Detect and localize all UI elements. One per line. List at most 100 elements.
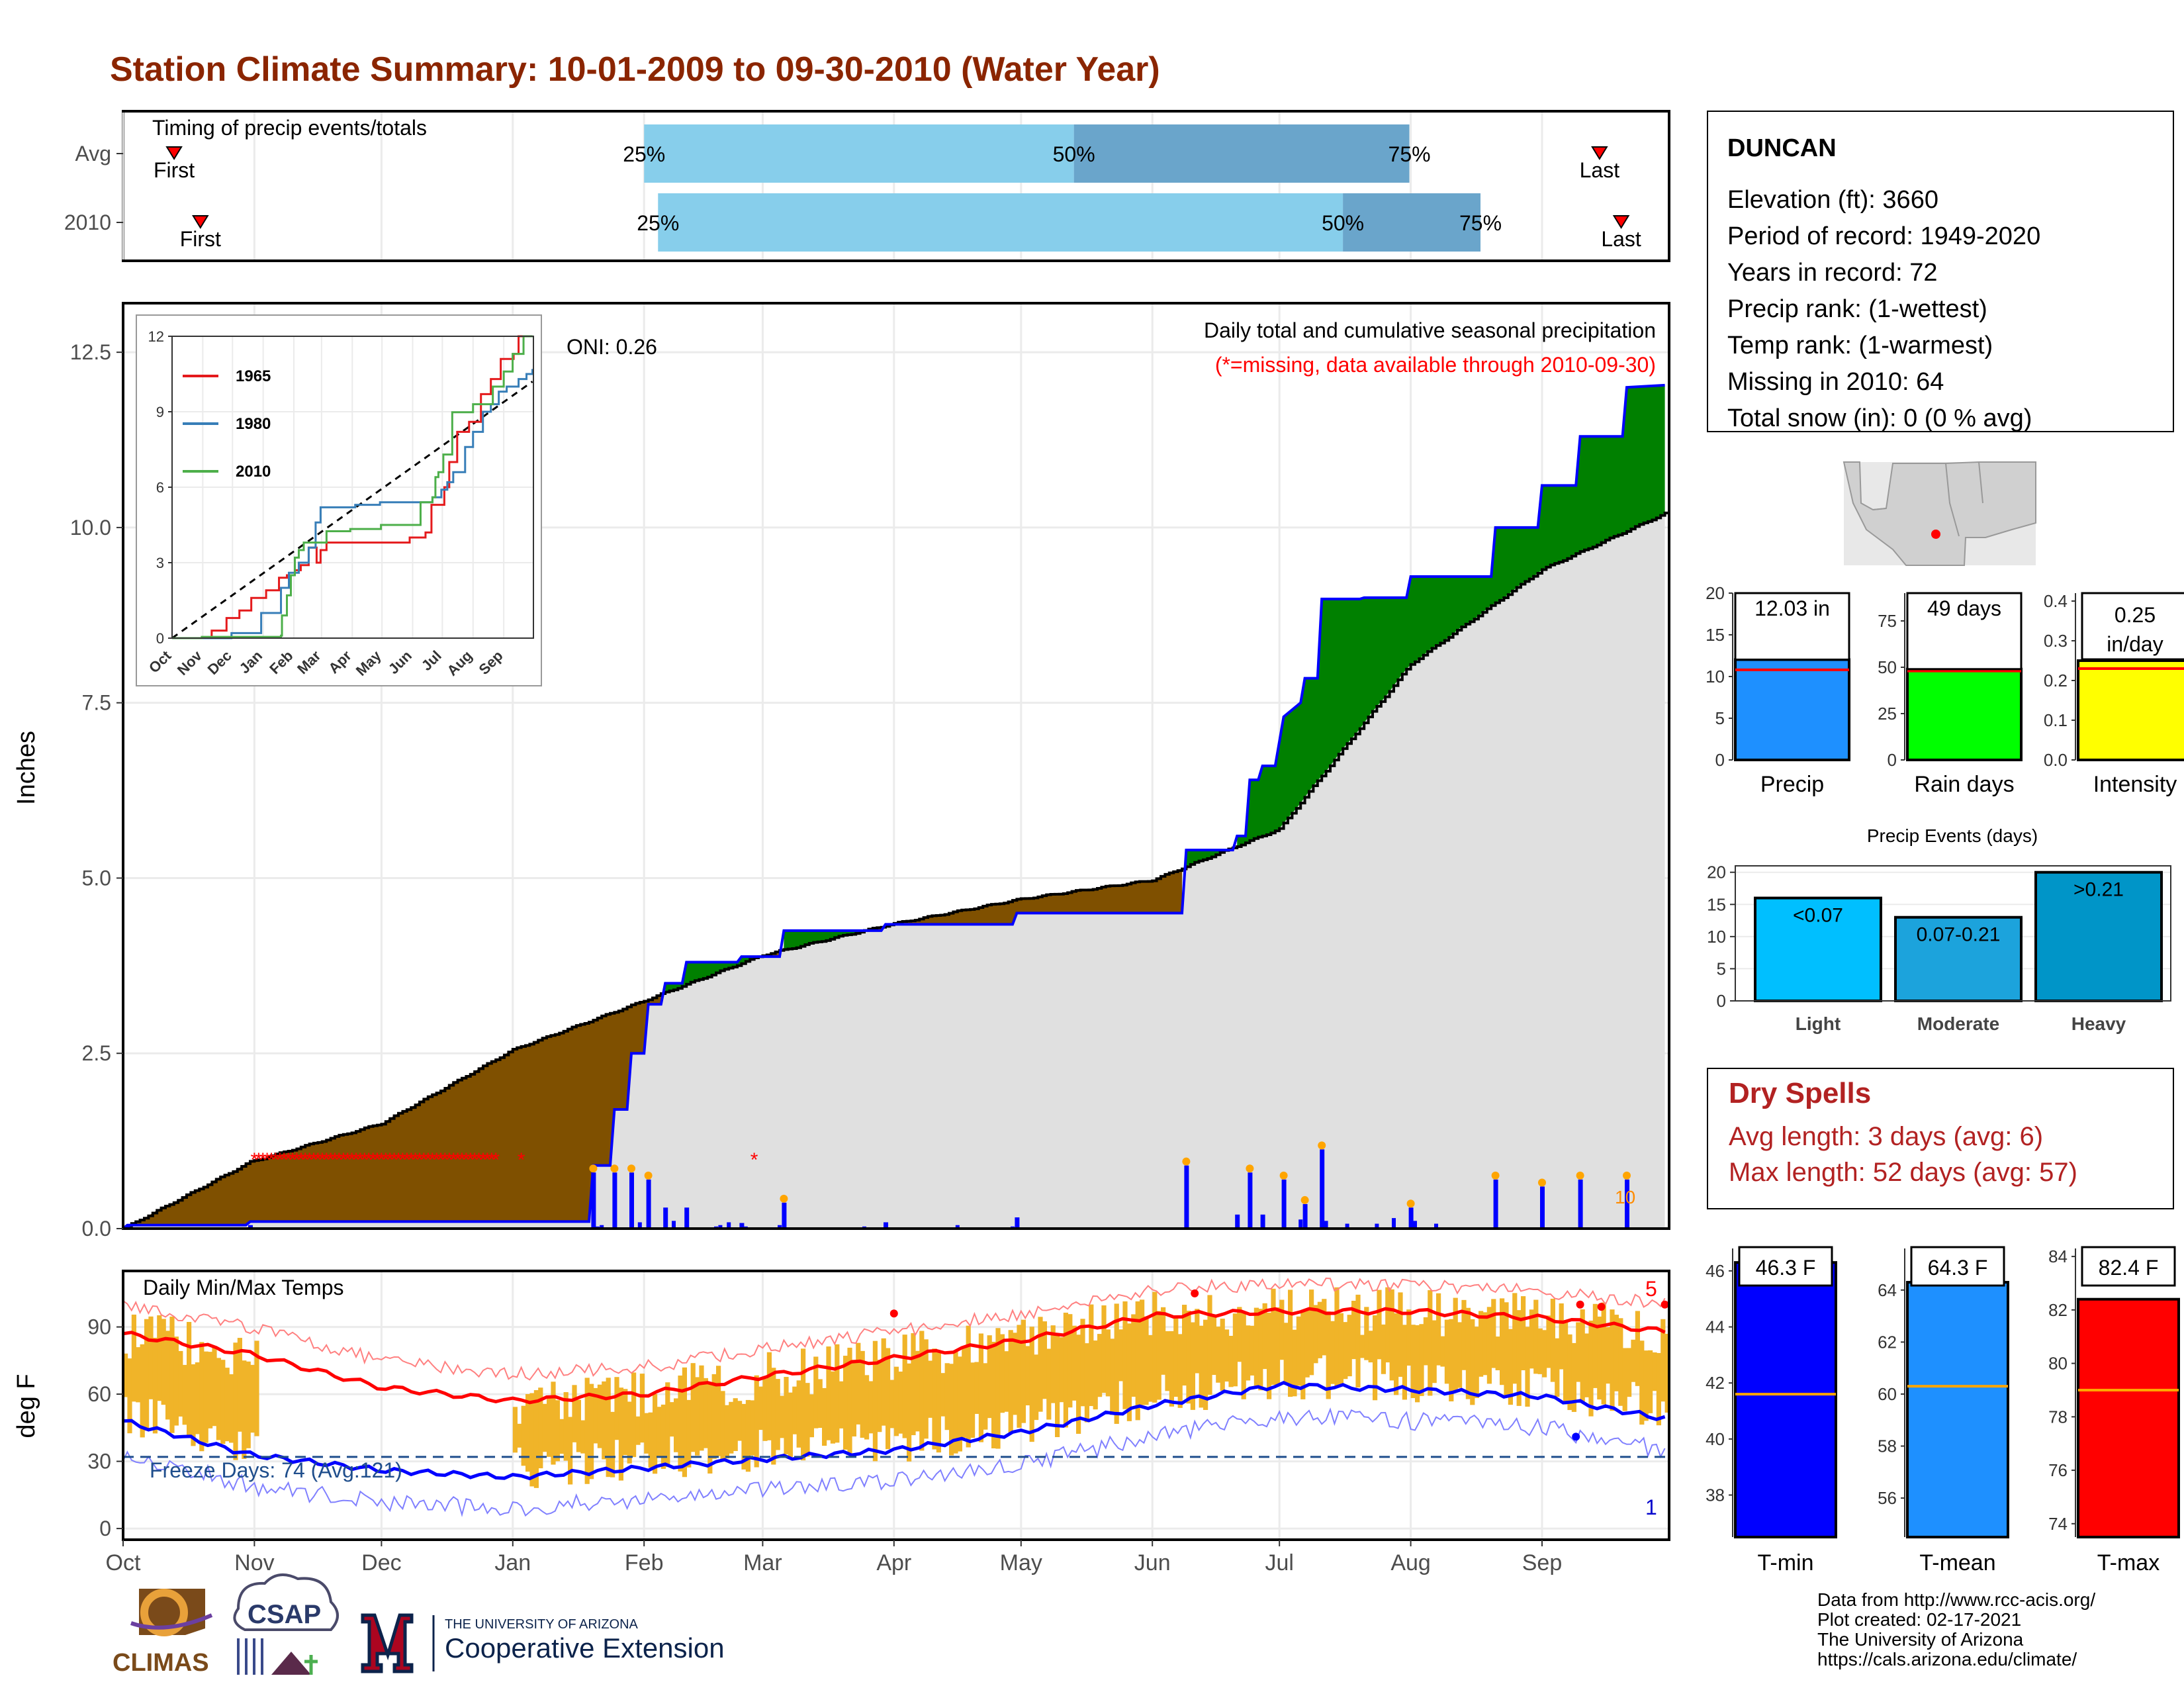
daily-temp-bar [165,1331,171,1420]
footer-line-2: Plot created: 02-17-2021 [1817,1609,2021,1630]
last-event-label: Last [1580,158,1620,182]
daily-precip-bar [1281,1179,1287,1229]
daily-temp-bar [886,1348,891,1450]
daily-temp-bar [1322,1299,1327,1356]
events-bar-label: >0.21 [2073,879,2124,901]
summary-bar-chart: 0.0 0.1 0.2 0.3 0.4 0.25 in/day Intensity [2044,591,2184,797]
temp-summary-tick-label: 82 [2048,1300,2068,1320]
summary-bar-value: 49 days [1927,596,2001,620]
events-tick-label: 0 [1717,991,1726,1011]
daily-precip-bar [1260,1214,1265,1229]
summary-bar [1734,658,1850,761]
min-record-count: 1 [1645,1495,1657,1519]
daily-temp-bar [1279,1299,1285,1360]
daily-precip-bar [1578,1179,1583,1229]
daily-temp-bar [1343,1322,1348,1380]
daily-temp-bar [1444,1319,1449,1384]
daily-temp-bar [928,1360,933,1418]
daily-temp-bar [801,1348,806,1461]
daily-precip-bar [1235,1214,1240,1229]
temp-summary-bar-chart: 38 40 42 44 46 46.3 F T-min [1706,1246,1837,1575]
temp-summary-tick-label: 60 [1878,1384,1897,1404]
station-info-line: Period of record: 1949-2020 [1727,222,2040,250]
daily-temp-bar [830,1371,835,1444]
daily-precip-bar [612,1172,617,1229]
temp-summary-tick-label: 56 [1878,1488,1897,1508]
daily-temp-bar [220,1360,226,1444]
daily-temp-bar [1512,1293,1518,1384]
missing-data-marker: * [416,1149,424,1171]
dry-spells-max: Max length: 52 days (avg: 57) [1729,1158,2077,1187]
daily-temp-bar [1381,1324,1386,1374]
daily-temp-bar [660,1404,666,1469]
events-bar [1894,915,2023,1002]
daily-temp-bar [157,1315,162,1401]
summary-bar-tick-label: 0.0 [2044,750,2068,770]
dry-spells-avg: Avg length: 3 days (avg: 6) [1729,1122,2043,1151]
daily-temp-bar [907,1363,912,1462]
daily-temp-bar [254,1340,259,1436]
daily-temp-bar [978,1333,983,1442]
station-location-dot [1931,530,1940,539]
climas-logo: CLIMAS [113,1589,213,1677]
missing-data-marker: * [340,1149,347,1171]
daily-temp-bar [940,1373,946,1417]
temp-summary-tick-label: 58 [1878,1436,1897,1456]
events-title: Precip Events (days) [1867,825,2038,846]
month-tick-label: Apr [876,1550,911,1575]
temp-summary-bar-chart: 56 58 60 62 64 64.3 F T-mean [1878,1246,2009,1575]
precip-y-label: Inches [13,731,40,805]
daily-temp-bar [1482,1312,1488,1376]
university-arizona-logo: THE UNIVERSITY OF ARIZONA Cooperative Ex… [361,1613,725,1673]
daily-precip-bar [663,1207,668,1229]
daily-temp-bar [1606,1327,1611,1384]
events-category-label: Moderate [1917,1013,1999,1034]
daily-temp-bar [915,1350,920,1432]
daily-temp-bar [1338,1313,1343,1385]
daily-temp-bar [893,1366,899,1436]
daily-temp-bar [970,1362,976,1438]
daily-temp-bar [1089,1304,1094,1407]
daily-temp-bar [1555,1338,1560,1397]
inset-line-2010 [172,335,534,639]
dry-spells-box: Dry Spells Avg length: 3 days (avg: 6) M… [1707,1068,2174,1209]
inset-legend-label: 1980 [236,415,271,433]
daily-temp-bar [665,1382,670,1468]
daily-temp-bar [1449,1319,1454,1402]
summary-bar-tick-label: 0.1 [2044,710,2068,730]
temp-summary-bar [1734,1261,1837,1538]
daily-temp-bar [648,1412,653,1468]
events-category-label: Heavy [2071,1013,2126,1034]
missing-data-marker: * [314,1149,322,1171]
timing-p50-label: 50% [1322,211,1364,235]
summary-bar-tick-label: 25 [1878,704,1897,724]
missing-data-marker: * [475,1149,483,1171]
temp-summary-tick-label: 78 [2048,1407,2068,1427]
temp-summary-label: T-mean [1919,1550,1995,1575]
daily-temp-bar [199,1342,205,1452]
daily-temp-bar [868,1381,874,1434]
summary-bar-tick-label: 0.4 [2044,591,2068,611]
daily-temp-bar [953,1352,958,1454]
last-event-label: Last [1601,227,1641,251]
missing-data-marker: * [357,1149,365,1171]
daily-temp-bar [1068,1314,1073,1408]
precip-surplus-area [1237,385,1665,847]
daily-temp-bar [1025,1346,1030,1406]
month-tick-label: May [1000,1550,1042,1575]
missing-data-marker: * [255,1149,263,1171]
daily-temp-bar [1542,1330,1547,1378]
daily-temp-bar [1059,1337,1064,1403]
heavy-precip-marker [1182,1157,1191,1166]
heavy-precip-marker [1538,1178,1546,1187]
heavy-precip-marker [1279,1171,1288,1180]
events-frame [1735,865,2171,1002]
missing-data-marker: * [433,1149,441,1171]
missing-data-marker: * [361,1149,369,1171]
temp-summary-tick-label: 76 [2048,1460,2068,1480]
events-tick-label: 10 [1707,927,1726,947]
daily-temp-bar [1241,1312,1246,1399]
missing-data-marker: * [276,1149,284,1171]
record-high-marker [1191,1289,1199,1297]
missing-data-marker: * [310,1149,318,1171]
